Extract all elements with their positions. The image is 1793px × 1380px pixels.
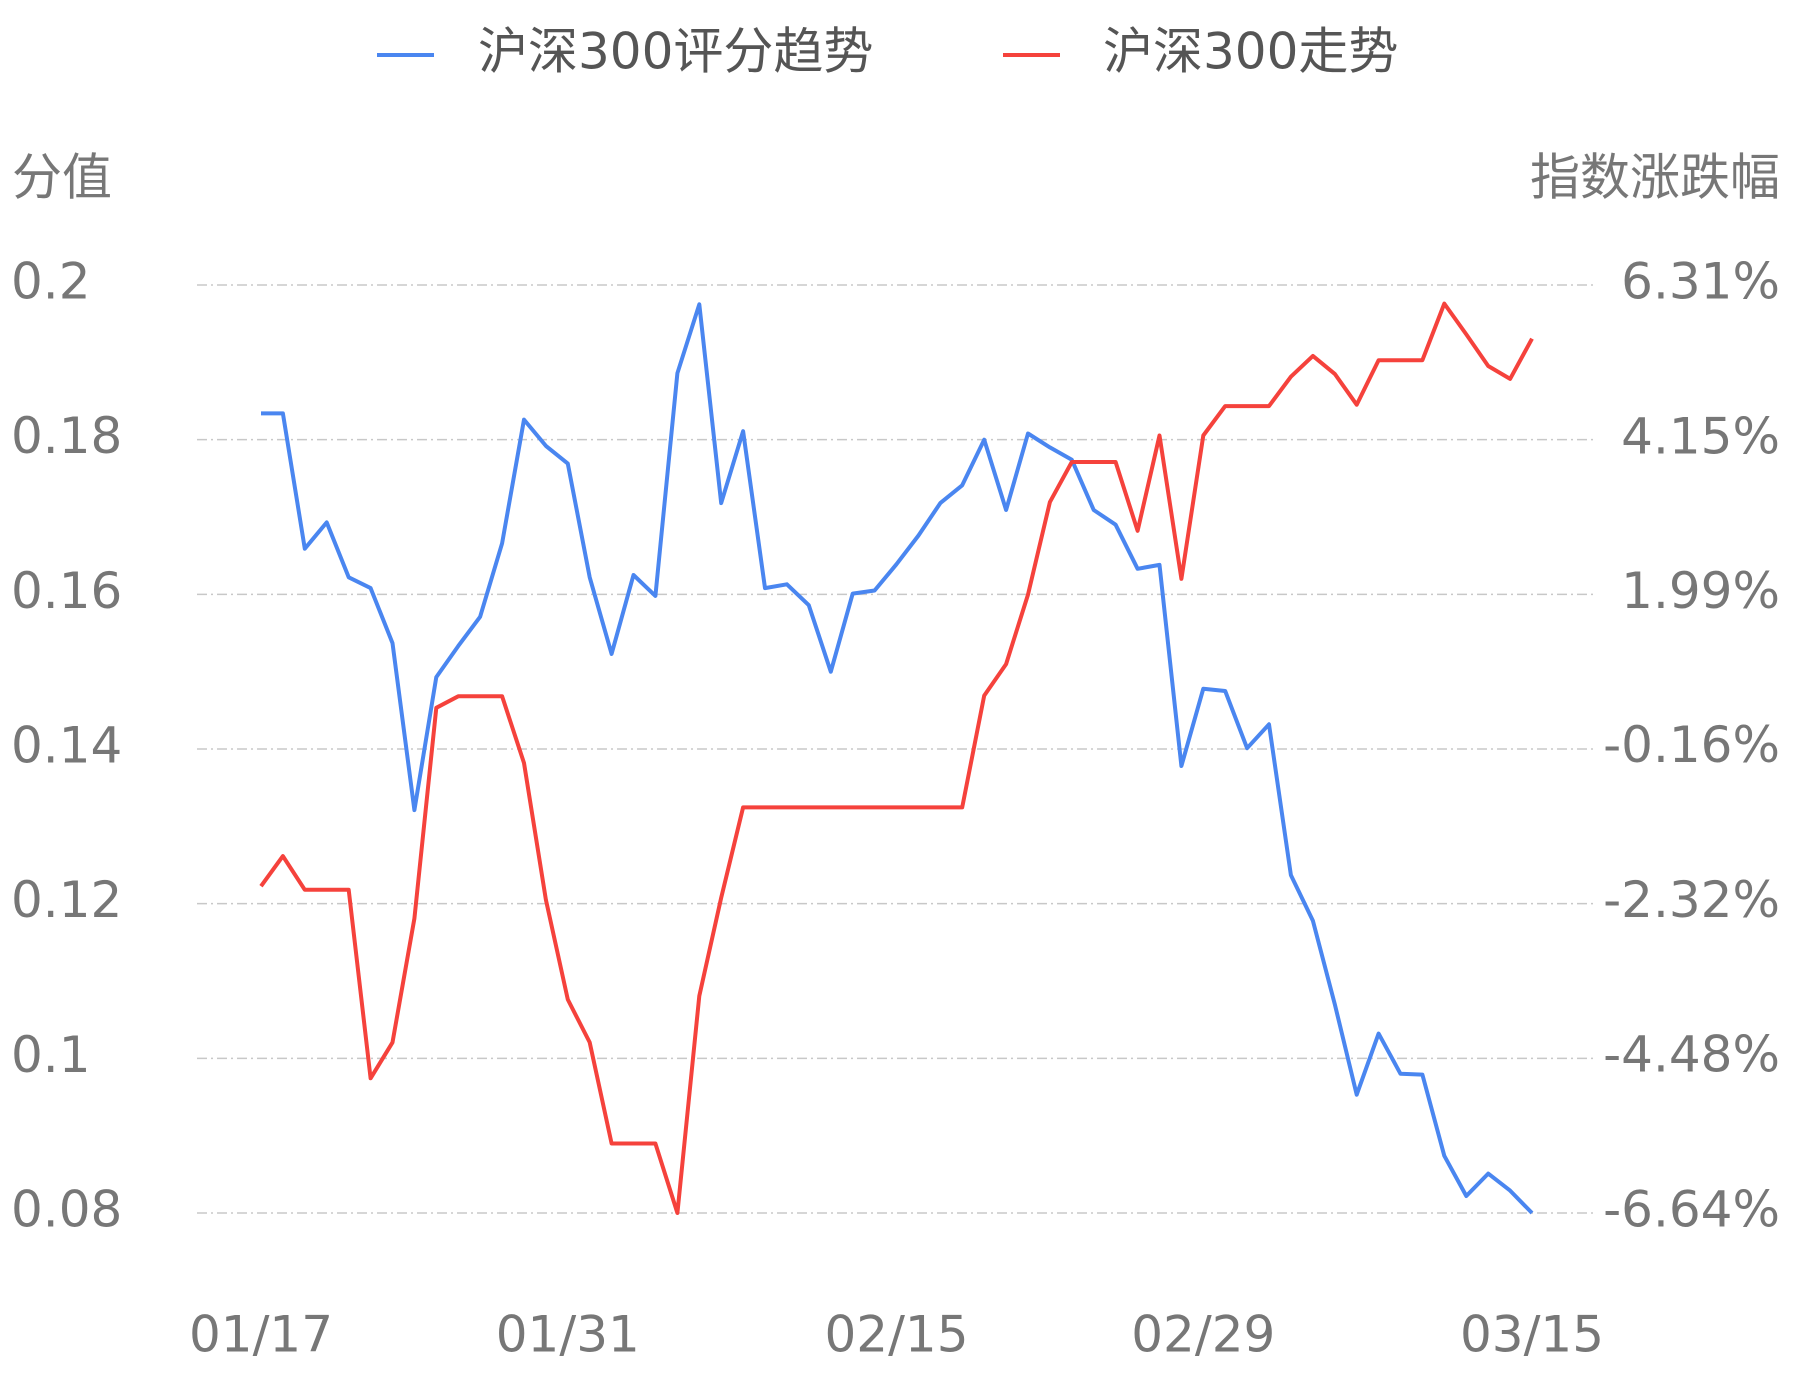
y-axis-label: 分值	[12, 149, 112, 207]
x-tick-label: 03/15	[1460, 1306, 1604, 1364]
y2-tick-label: -6.64%	[1603, 1181, 1780, 1239]
x-tick-label: 01/17	[189, 1306, 333, 1364]
y2-axis-label: 指数涨跌幅	[1530, 149, 1780, 207]
x-tick-label: 02/15	[824, 1306, 968, 1364]
y-tick-label: 0.08	[11, 1181, 122, 1239]
series-line	[261, 302, 1534, 1215]
y-tick-label: 0.16	[11, 562, 122, 620]
y-tick-label: 0.18	[11, 407, 122, 465]
y-tick-label: 0.12	[11, 871, 122, 929]
x-tick-label: 01/31	[496, 1306, 640, 1364]
legend-text: 沪深300评分趋势	[478, 23, 873, 81]
y-tick-label: 0.1	[11, 1026, 91, 1084]
y-tick-label: 0.14	[11, 717, 122, 775]
series-line	[259, 301, 1534, 1215]
y-tick-label: 0.2	[11, 253, 91, 311]
y2-tick-label: 6.31%	[1621, 253, 1780, 311]
y2-tick-label: -2.32%	[1603, 871, 1780, 929]
x-tick-label: 02/29	[1131, 1306, 1275, 1364]
y2-tick-label: 1.99%	[1621, 562, 1780, 620]
y2-tick-label: -0.16%	[1603, 716, 1780, 774]
legend-text: 沪深300走势	[1103, 23, 1398, 81]
y2-tick-label: -4.48%	[1603, 1026, 1780, 1084]
y2-tick-label: 4.15%	[1621, 407, 1780, 465]
